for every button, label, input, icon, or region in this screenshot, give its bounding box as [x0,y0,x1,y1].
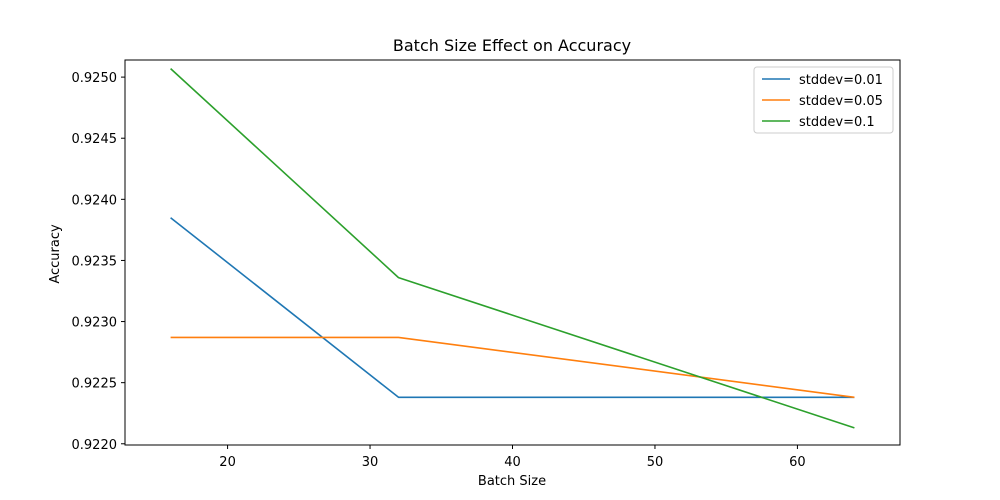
legend: stddev=0.01 stddev=0.05 stddev=0.1 [753,66,894,134]
y-tick-label: 0.9230 [72,316,118,331]
y-tick-label: 0.9240 [72,193,118,208]
y-tick-label: 0.9235 [72,254,118,269]
x-axis-ticks: 20 30 40 50 60 [219,445,806,470]
x-tick-label: 60 [789,455,806,470]
legend-label: stddev=0.01 [799,73,883,88]
legend-label: stddev=0.05 [799,94,883,109]
x-tick-label: 20 [219,455,236,470]
x-axis-label: Batch Size [478,474,546,489]
legend-label: stddev=0.1 [799,115,875,130]
y-tick-label: 0.9250 [72,71,118,86]
series-line [170,68,855,429]
plot-frame [124,59,901,446]
y-axis-ticks: 0.9220 0.9225 0.9230 0.9235 0.9240 0.9245 0.92… [72,71,125,453]
x-tick-label: 40 [504,455,521,470]
x-tick-label: 30 [362,455,379,470]
series-line [170,217,855,399]
y-tick-label: 0.9225 [72,377,118,392]
y-axis-label: Accuracy [48,224,63,284]
chart-title: Batch Size Effect on Accuracy [393,36,631,55]
y-tick-label: 0.9220 [72,438,118,453]
legend-box [753,66,894,134]
series-lines [170,68,855,429]
y-tick-label: 0.9245 [72,132,118,147]
x-tick-label: 50 [647,455,664,470]
